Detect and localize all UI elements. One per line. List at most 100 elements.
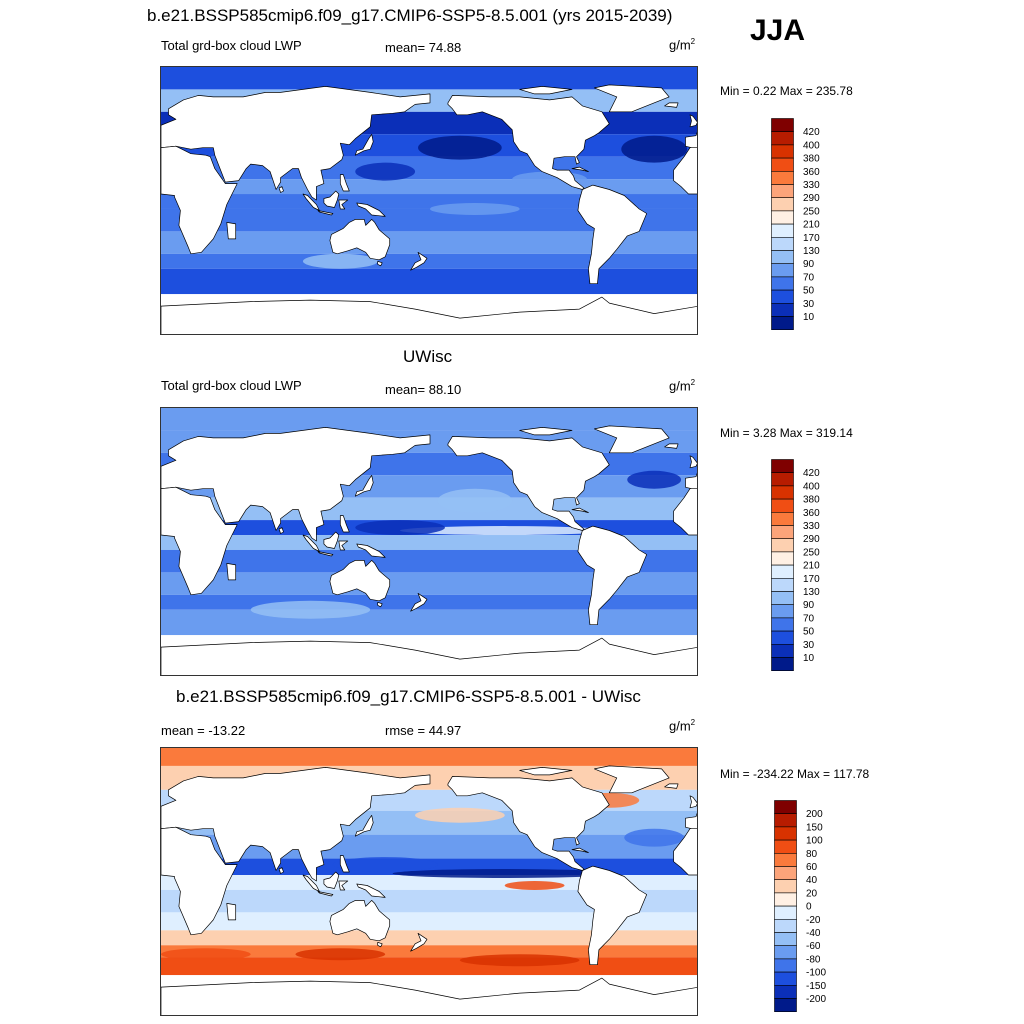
continent-outline: [317, 210, 334, 216]
continent-outline: [329, 900, 391, 942]
continent-outline: [689, 795, 697, 809]
continent-outline: [323, 871, 340, 889]
colorbar-tick-label: 130: [803, 587, 820, 598]
field-band: [161, 268, 697, 295]
colorbar-swatch: [771, 303, 794, 317]
continent-outline: [161, 145, 238, 255]
colorbar-tick-label: 50: [803, 627, 815, 638]
colorbar-swatch: [774, 839, 797, 854]
colorbar-swatch: [771, 144, 794, 159]
colorbar-tick-label: 420: [803, 468, 820, 479]
continent-outline: [689, 114, 697, 128]
colorbar-swatch: [771, 511, 794, 526]
continent-outline: [339, 855, 350, 873]
colorbar-swatch: [771, 223, 794, 238]
field-band: [161, 67, 697, 90]
colorbar-tick-label: -60: [806, 941, 821, 952]
continent-outline: [594, 84, 670, 113]
colorbar-swatch: [771, 250, 794, 264]
continent-outline: [447, 436, 610, 531]
colorbar-tick-label: 50: [803, 286, 815, 297]
colorbar-swatch: [774, 813, 797, 828]
panel-1-colorbar: 420 400 380 360 330 290 250 210 170 130 90 70 50 30 10: [771, 118, 861, 331]
colorbar-tick-label: 30: [803, 299, 815, 310]
colorbar-tick-label: 170: [803, 574, 820, 585]
colorbar-swatch: [774, 866, 797, 880]
continent-outline: [317, 891, 334, 897]
colorbar-tick-label: 70: [803, 272, 815, 283]
continent-outline: [339, 174, 350, 192]
continent-outline: [323, 190, 340, 208]
colorbar-tick-label: 380: [803, 154, 820, 165]
colorbar-swatch: [774, 945, 797, 960]
colorbar-swatch: [774, 958, 797, 973]
colorbar-swatch: [771, 276, 794, 291]
field-band: [161, 609, 697, 636]
continent-outline: [377, 941, 383, 948]
panel-2-mean: mean= 88.10: [385, 382, 462, 397]
field-anomaly: [161, 948, 251, 961]
panel-3-colorbar: 200 150 100 80 60 40 20 0 -20 -40 -60 -80 -100 -150 -2…: [774, 800, 864, 1013]
colorbar-swatch: [771, 564, 794, 579]
field-band: [161, 945, 697, 958]
continent-outline: [577, 525, 648, 626]
continent-outline: [338, 880, 349, 891]
colorbar-swatch: [771, 630, 794, 645]
field-anomaly: [459, 954, 580, 967]
colorbar-swatch: [771, 472, 794, 487]
field-anomaly: [250, 600, 371, 619]
continent-outline: [161, 486, 238, 596]
colorbar-tick-label: -150: [806, 981, 826, 992]
field-anomaly: [392, 869, 617, 879]
field-anomaly: [624, 828, 685, 847]
continent-outline: [664, 443, 679, 449]
panel-2-min-max: Min = 3.28 Max = 319.14: [720, 426, 853, 440]
colorbar-swatch: [771, 657, 794, 671]
continent-outline: [161, 86, 431, 201]
continent-outline: [673, 488, 697, 536]
colorbar-swatch: [774, 892, 797, 907]
colorbar-tick-label: 250: [803, 547, 820, 558]
continent-outline: [447, 776, 610, 871]
panel-3-title: b.e21.BSSP585cmip6.f09_g17.CMIP6-SSP5-8.…: [176, 687, 641, 706]
colorbar-tick-label: 60: [806, 862, 818, 873]
colorbar-tick-label: 80: [806, 849, 818, 860]
field-anomaly: [437, 488, 513, 513]
colorbar-tick-label: 30: [803, 640, 815, 651]
field-anomaly: [355, 162, 416, 181]
continent-outline: [354, 814, 374, 837]
continent-outline: [161, 767, 431, 882]
panel-1-mean: mean= 74.88: [385, 40, 462, 55]
continent-outline: [664, 102, 679, 108]
colorbar-swatch: [771, 578, 794, 592]
continent-outline: [339, 515, 350, 533]
continent-outline: [685, 131, 697, 149]
continent-outline: [519, 767, 573, 776]
continent-outline: [571, 507, 589, 513]
field-band: [161, 179, 697, 195]
colorbar-tick-label: 100: [806, 836, 823, 847]
field-anomaly: [355, 520, 445, 536]
colorbar-swatch: [771, 551, 794, 566]
continent-outline: [317, 551, 334, 557]
field-band: [161, 549, 697, 573]
panel-3-min-max: Min = -234.22 Max = 117.78: [720, 767, 870, 781]
field-band: [161, 912, 697, 931]
colorbar-swatch: [771, 289, 794, 304]
continent-outline: [338, 199, 349, 210]
field-band: [161, 930, 697, 946]
panel-3-map: [160, 747, 698, 1016]
field-band: [161, 231, 697, 254]
continent-outline: [161, 296, 697, 334]
colorbar-swatch: [771, 316, 794, 330]
colorbar-tick-label: 330: [803, 180, 820, 191]
continent-outline: [519, 86, 573, 95]
colorbar-swatch: [771, 459, 794, 473]
continent-outline: [410, 932, 428, 952]
panel-1-min-max: Min = 0.22 Max = 235.78: [720, 84, 853, 98]
panel-1-map: [160, 66, 698, 335]
continent-outline: [226, 903, 237, 921]
panel-2-colorbar: 420 400 380 360 330 290 250 210 170 130 90 70 50 30 10: [771, 459, 861, 672]
colorbar-swatch: [771, 157, 794, 172]
colorbar-tick-label: 10: [803, 312, 815, 323]
